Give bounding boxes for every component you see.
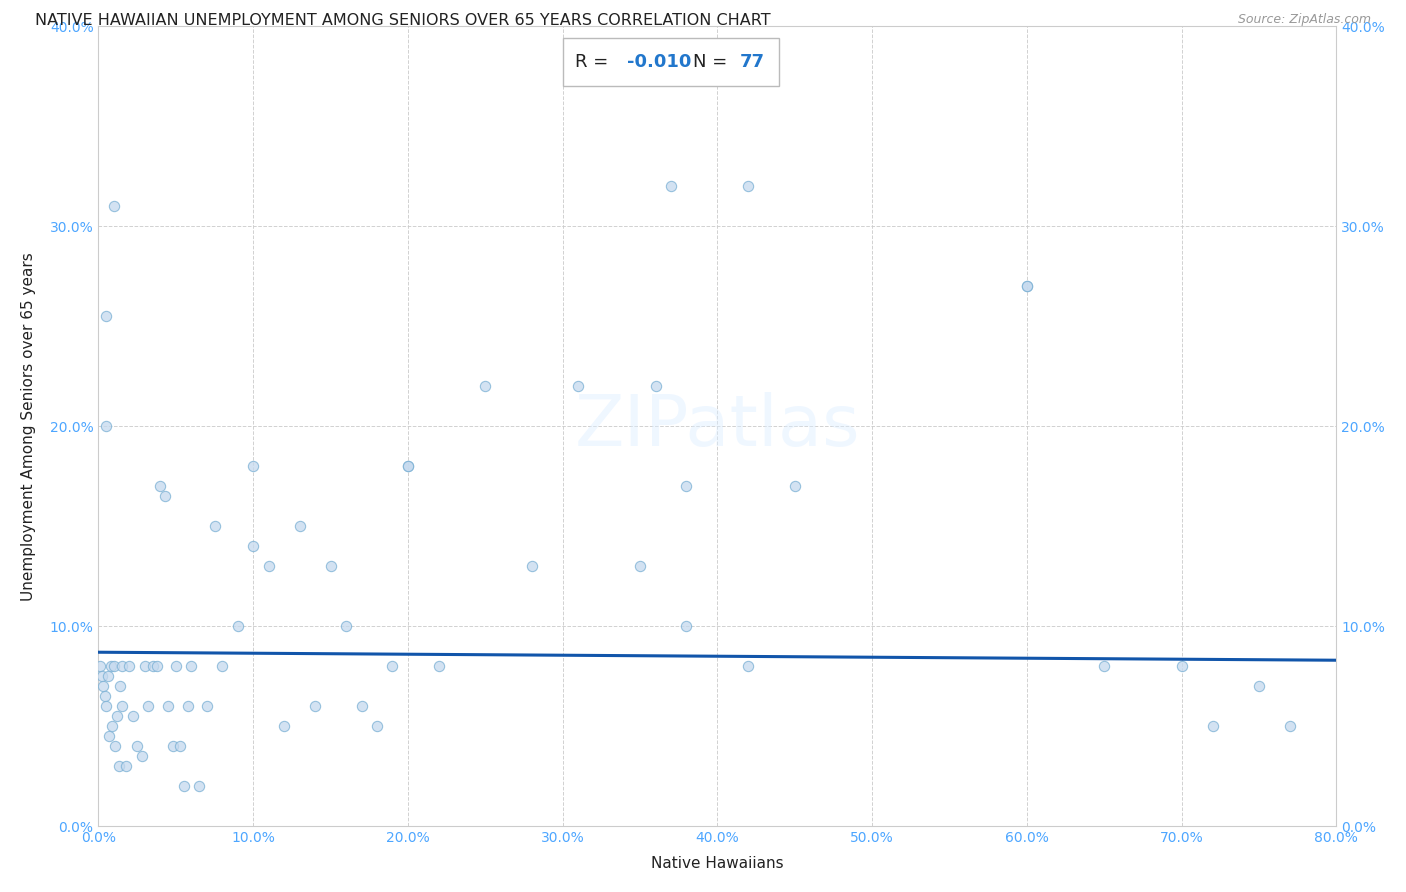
Text: NATIVE HAWAIIAN UNEMPLOYMENT AMONG SENIORS OVER 65 YEARS CORRELATION CHART: NATIVE HAWAIIAN UNEMPLOYMENT AMONG SENIO… bbox=[35, 13, 770, 29]
Point bbox=[211, 659, 233, 673]
Point bbox=[659, 179, 682, 194]
Point bbox=[165, 659, 187, 673]
Point bbox=[100, 659, 122, 673]
Point bbox=[162, 739, 184, 754]
Point bbox=[350, 699, 373, 714]
Point bbox=[108, 679, 131, 693]
Point bbox=[304, 699, 326, 714]
Point bbox=[91, 679, 114, 693]
Point bbox=[134, 659, 156, 673]
Point bbox=[427, 659, 450, 673]
Point bbox=[226, 619, 249, 633]
Point bbox=[628, 559, 651, 574]
Point bbox=[474, 379, 496, 393]
Point bbox=[142, 659, 165, 673]
Point bbox=[1279, 719, 1302, 733]
Point bbox=[1015, 279, 1038, 293]
Point bbox=[1201, 719, 1223, 733]
Point bbox=[93, 690, 115, 704]
Point bbox=[101, 719, 124, 733]
Text: -0.010: -0.010 bbox=[627, 54, 692, 71]
Text: Source: ZipAtlas.com: Source: ZipAtlas.com bbox=[1237, 13, 1371, 27]
Text: 77: 77 bbox=[740, 54, 765, 71]
Point bbox=[169, 739, 191, 754]
Point bbox=[127, 739, 149, 754]
Point bbox=[97, 669, 120, 683]
Point bbox=[396, 459, 419, 474]
Text: N =: N = bbox=[693, 54, 733, 71]
Point bbox=[737, 659, 759, 673]
Point bbox=[89, 659, 111, 673]
Point bbox=[111, 699, 134, 714]
Point bbox=[96, 699, 118, 714]
Point bbox=[153, 489, 176, 503]
Point bbox=[98, 729, 121, 743]
Point bbox=[188, 779, 211, 793]
Point bbox=[273, 719, 295, 733]
Point bbox=[1092, 659, 1115, 673]
Point bbox=[195, 699, 218, 714]
Text: R =: R = bbox=[575, 54, 614, 71]
Point bbox=[96, 310, 118, 324]
Point bbox=[157, 699, 180, 714]
Point bbox=[381, 659, 404, 673]
Point bbox=[396, 459, 419, 474]
Y-axis label: Unemployment Among Seniors over 65 years: Unemployment Among Seniors over 65 years bbox=[21, 252, 35, 600]
Point bbox=[675, 619, 697, 633]
Point bbox=[96, 419, 118, 434]
Point bbox=[335, 619, 357, 633]
X-axis label: Native Hawaiians: Native Hawaiians bbox=[651, 856, 783, 871]
Point bbox=[118, 659, 141, 673]
Point bbox=[90, 669, 112, 683]
Point bbox=[105, 709, 128, 723]
Point bbox=[111, 659, 134, 673]
Point bbox=[644, 379, 666, 393]
Text: ZIPatlas: ZIPatlas bbox=[575, 392, 860, 461]
Point bbox=[567, 379, 589, 393]
Point bbox=[103, 199, 125, 213]
Point bbox=[131, 749, 153, 764]
Point bbox=[115, 759, 138, 773]
Point bbox=[1170, 659, 1192, 673]
Point bbox=[257, 559, 280, 574]
Point bbox=[149, 479, 172, 493]
Point bbox=[1247, 679, 1270, 693]
Point bbox=[783, 479, 806, 493]
Point bbox=[1015, 279, 1038, 293]
Point bbox=[242, 539, 264, 553]
Point bbox=[173, 779, 195, 793]
Point bbox=[366, 719, 388, 733]
Point bbox=[104, 739, 127, 754]
Point bbox=[204, 519, 226, 533]
Point bbox=[180, 659, 202, 673]
Point bbox=[107, 759, 129, 773]
Point bbox=[737, 179, 759, 194]
Point bbox=[177, 699, 200, 714]
Point bbox=[242, 459, 264, 474]
FancyBboxPatch shape bbox=[562, 38, 779, 87]
Point bbox=[319, 559, 342, 574]
Point bbox=[136, 699, 159, 714]
Point bbox=[121, 709, 143, 723]
Point bbox=[675, 479, 697, 493]
Point bbox=[288, 519, 311, 533]
Point bbox=[146, 659, 169, 673]
Point bbox=[520, 559, 543, 574]
Point bbox=[103, 659, 125, 673]
